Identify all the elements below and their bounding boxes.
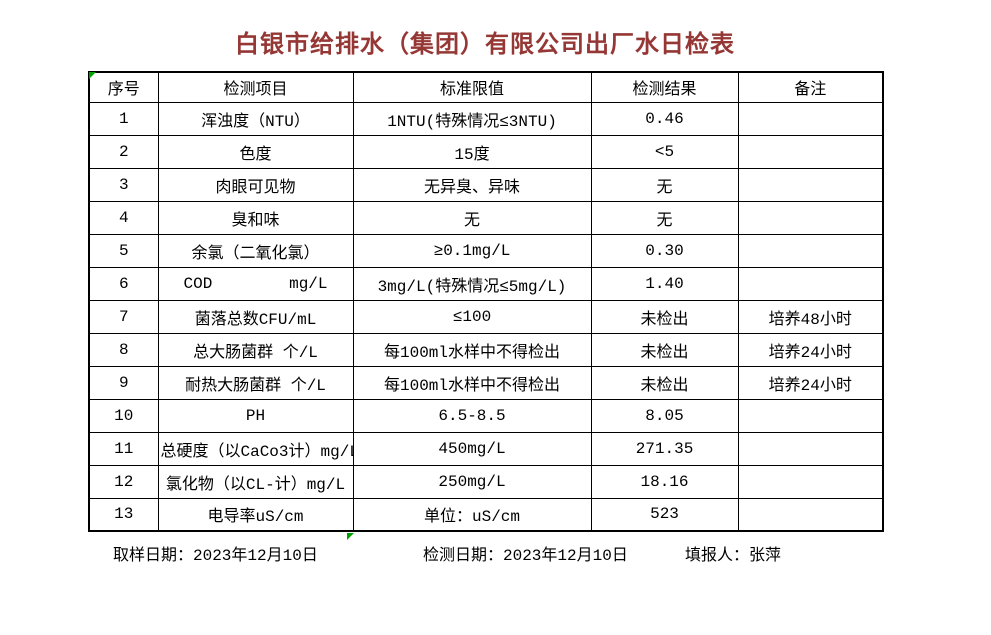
cell-serial-number: 4 — [88, 200, 159, 235]
table-row: 2 色度 15度 <5 — [88, 134, 884, 169]
table-row: 1 浑浊度（NTU） 1NTU(特殊情况≤3NTU) 0.46 — [88, 101, 884, 136]
cell-remark — [737, 464, 884, 499]
cell-test-result: 18.16 — [590, 464, 739, 499]
cell-remark — [737, 398, 884, 433]
cell-test-result: 无 — [590, 200, 739, 235]
cell-corner-marker-icon — [347, 533, 354, 540]
cell-test-result: 0.30 — [590, 233, 739, 268]
cell-test-item: 色度 — [157, 134, 354, 169]
water-quality-table: 序号 检测项目 标准限值 检测结果 备注 1 浑浊度（NTU） 1NTU(特殊情况≤… — [88, 71, 884, 532]
cell-standard-limit: 无异臭、异味 — [352, 167, 592, 202]
cell-standard-limit: ≤100 — [352, 299, 592, 334]
cell-remark — [737, 200, 884, 235]
cell-test-item: 电导率uS/cm — [157, 497, 354, 532]
cell-serial-number: 12 — [88, 464, 159, 499]
test-date: 检测日期：2023年12月10日 — [423, 547, 628, 565]
cell-test-item: PH — [157, 398, 354, 433]
header-test-result: 检测结果 — [590, 71, 739, 103]
cell-remark — [737, 134, 884, 169]
cell-standard-limit: 每100ml水样中不得检出 — [352, 332, 592, 367]
cell-remark — [737, 101, 884, 136]
footer: 取样日期：2023年12月10日 检测日期：2023年12月10日 填报人：张萍 — [0, 541, 991, 565]
cell-test-item: 总大肠菌群 个/L — [157, 332, 354, 367]
cell-test-item: 臭和味 — [157, 200, 354, 235]
cell-test-result: 未检出 — [590, 332, 739, 367]
cell-serial-number: 11 — [88, 431, 159, 466]
header-test-item: 检测项目 — [157, 71, 354, 103]
cell-test-result: 无 — [590, 167, 739, 202]
table-row: 3 肉眼可见物 无异臭、异味无 — [88, 167, 884, 202]
cell-test-item: 耐热大肠菌群 个/L — [157, 365, 354, 400]
cell-test-item: 余氯（二氧化氯） — [157, 233, 354, 268]
header-standard-limit: 标准限值 — [352, 71, 592, 103]
cell-test-item: 氯化物（以CL-计）mg/L — [157, 464, 354, 499]
cell-standard-limit: 250mg/L — [352, 464, 592, 499]
cell-remark — [737, 497, 884, 532]
cell-remark — [737, 431, 884, 466]
cell-test-item: 浑浊度（NTU） — [157, 101, 354, 136]
cell-test-item: 菌落总数CFU/mL — [157, 299, 354, 334]
cell-standard-limit: 15度 — [352, 134, 592, 169]
cell-test-result: 未检出 — [590, 365, 739, 400]
cell-test-result: 1.40 — [590, 266, 739, 301]
cell-corner-marker-icon — [89, 72, 96, 79]
cell-standard-limit: 每100ml水样中不得检出 — [352, 365, 592, 400]
cell-serial-number: 1 — [88, 101, 159, 136]
cell-test-result: 8.05 — [590, 398, 739, 433]
cell-standard-limit: 无 — [352, 200, 592, 235]
cell-serial-number: 6 — [88, 266, 159, 301]
table-row: 7 菌落总数CFU/mL ≤100 未检出 培养48小时 — [88, 299, 884, 334]
cell-remark — [737, 167, 884, 202]
cell-remark: 培养48小时 — [737, 299, 884, 334]
cell-remark: 培养24小时 — [737, 365, 884, 400]
cell-test-result: <5 — [590, 134, 739, 169]
table-row: 8 总大肠菌群 个/L 每100ml水样中不得检出 未检出 培养24小时 — [88, 332, 884, 367]
cell-standard-limit: 1NTU(特殊情况≤3NTU) — [352, 101, 592, 136]
table-body: 1 浑浊度（NTU） 1NTU(特殊情况≤3NTU) 0.46 2 色度 15度 <5 3 肉眼可… — [88, 101, 884, 532]
cell-test-item: COD mg/L — [157, 266, 354, 301]
cell-test-result: 523 — [590, 497, 739, 532]
cell-remark — [737, 233, 884, 268]
page-title: 白银市给排水（集团）有限公司出厂水日检表 — [235, 33, 735, 60]
cell-test-result: 未检出 — [590, 299, 739, 334]
cell-test-item: 肉眼可见物 — [157, 167, 354, 202]
cell-test-result: 0.46 — [590, 101, 739, 136]
cell-serial-number: 9 — [88, 365, 159, 400]
cell-serial-number: 13 — [88, 497, 159, 532]
cell-standard-limit: 450mg/L — [352, 431, 592, 466]
cell-serial-number: 8 — [88, 332, 159, 367]
reporter-name: 填报人：张萍 — [685, 547, 782, 565]
cell-serial-number: 2 — [88, 134, 159, 169]
table-row: 6 COD mg/L 3mg/L(特殊情况≤5mg/L) 1.40 — [88, 266, 884, 301]
cell-test-item: 总硬度（以CaCo3计）mg/L — [157, 431, 354, 466]
cell-standard-limit: 3mg/L(特殊情况≤5mg/L) — [352, 266, 592, 301]
table-row: 9 耐热大肠菌群 个/L 每100ml水样中不得检出 未检出 培养24小时 — [88, 365, 884, 400]
cell-remark — [737, 266, 884, 301]
table-header: 序号 检测项目 标准限值 检测结果 备注 — [88, 71, 884, 103]
header-remark: 备注 — [737, 71, 884, 103]
table-row: 10 PH 6.5-8.5 8.05 — [88, 398, 884, 433]
cell-serial-number: 3 — [88, 167, 159, 202]
table-row: 13 电导率uS/cm 单位：uS/cm 523 — [88, 497, 884, 532]
cell-serial-number: 5 — [88, 233, 159, 268]
table-row: 4 臭和味无无 — [88, 200, 884, 235]
cell-standard-limit: 单位：uS/cm — [352, 497, 592, 532]
table-row: 11 总硬度（以CaCo3计）mg/L 450mg/L 271.35 — [88, 431, 884, 466]
cell-standard-limit: ≥0.1mg/L — [352, 233, 592, 268]
table-row: 12 氯化物（以CL-计）mg/L 250mg/L 18.16 — [88, 464, 884, 499]
header-serial-number: 序号 — [88, 71, 159, 103]
cell-serial-number: 10 — [88, 398, 159, 433]
table-row: 5 余氯（二氧化氯） ≥0.1mg/L 0.30 — [88, 233, 884, 268]
header-row: 序号 检测项目 标准限值 检测结果 备注 — [88, 71, 884, 103]
cell-serial-number: 7 — [88, 299, 159, 334]
sampling-date: 取样日期：2023年12月10日 — [113, 547, 318, 565]
cell-remark: 培养24小时 — [737, 332, 884, 367]
cell-standard-limit: 6.5-8.5 — [352, 398, 592, 433]
cell-test-result: 271.35 — [590, 431, 739, 466]
